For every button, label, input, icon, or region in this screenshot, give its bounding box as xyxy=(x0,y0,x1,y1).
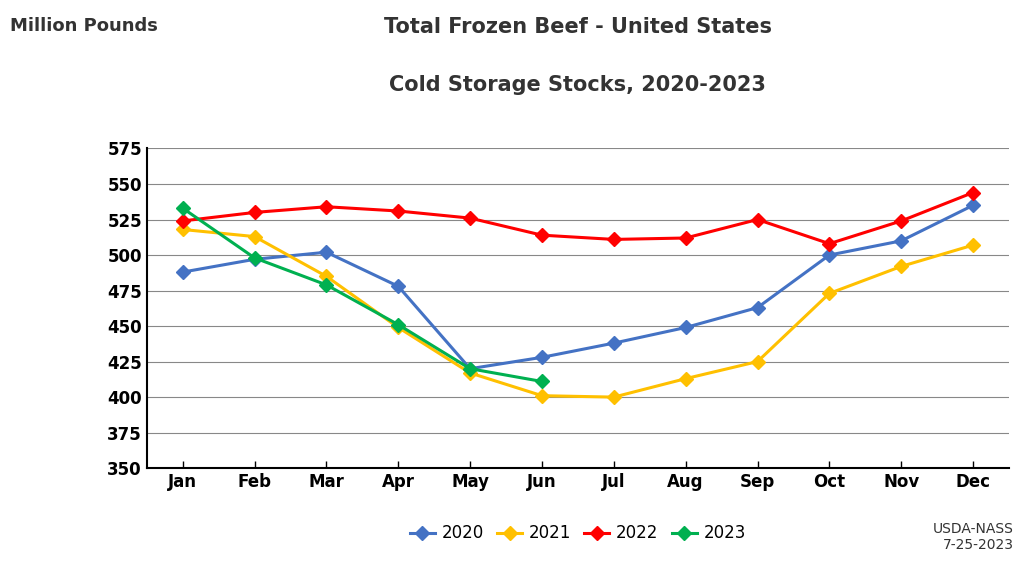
Line: 2022: 2022 xyxy=(178,187,978,248)
2022 xyxy=(536,232,548,239)
2021 xyxy=(680,375,692,382)
2023 xyxy=(536,378,548,385)
2022 xyxy=(680,235,692,242)
2022 xyxy=(752,216,764,223)
2021 xyxy=(321,273,333,280)
2020 xyxy=(176,269,188,275)
Text: USDA-NASS
7-25-2023: USDA-NASS 7-25-2023 xyxy=(933,522,1014,552)
2022 xyxy=(464,214,476,221)
2020 xyxy=(464,365,476,372)
Text: Total Frozen Beef - United States: Total Frozen Beef - United States xyxy=(384,17,772,37)
2023 xyxy=(249,255,261,262)
2021 xyxy=(823,290,836,297)
2021 xyxy=(895,263,907,270)
2020 xyxy=(823,252,836,259)
2021 xyxy=(536,392,548,399)
2022 xyxy=(823,240,836,247)
2020 xyxy=(607,340,620,347)
2021 xyxy=(967,242,979,248)
Text: Million Pounds: Million Pounds xyxy=(10,17,158,35)
2021 xyxy=(249,233,261,240)
2020 xyxy=(321,249,333,256)
Line: 2021: 2021 xyxy=(178,225,978,402)
2020 xyxy=(249,256,261,263)
2022 xyxy=(895,217,907,224)
2022 xyxy=(967,189,979,196)
2021 xyxy=(752,358,764,365)
2022 xyxy=(249,209,261,216)
2020 xyxy=(895,237,907,244)
2022 xyxy=(607,236,620,243)
2020 xyxy=(680,324,692,331)
Legend: 2020, 2021, 2022, 2023: 2020, 2021, 2022, 2023 xyxy=(410,524,745,542)
Line: 2020: 2020 xyxy=(178,201,978,374)
2021 xyxy=(392,324,404,331)
Text: Cold Storage Stocks, 2020-2023: Cold Storage Stocks, 2020-2023 xyxy=(389,75,766,95)
Line: 2023: 2023 xyxy=(178,204,547,386)
2023 xyxy=(321,281,333,288)
2022 xyxy=(176,217,188,224)
2021 xyxy=(176,226,188,233)
2023 xyxy=(176,205,188,212)
2023 xyxy=(392,321,404,328)
2020 xyxy=(967,202,979,209)
2020 xyxy=(392,283,404,290)
2022 xyxy=(392,208,404,214)
2020 xyxy=(536,354,548,361)
2021 xyxy=(607,394,620,401)
2022 xyxy=(321,204,333,210)
2020 xyxy=(752,304,764,311)
2023 xyxy=(464,365,476,372)
2021 xyxy=(464,370,476,377)
